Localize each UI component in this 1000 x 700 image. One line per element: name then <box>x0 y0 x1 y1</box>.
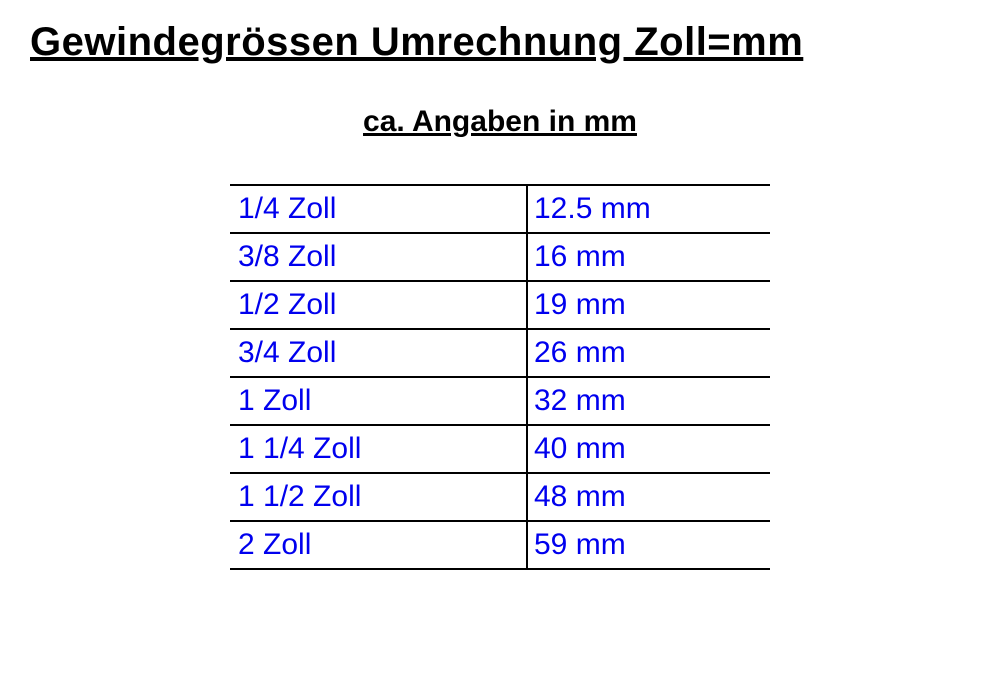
cell-mm: 19 mm <box>527 281 770 329</box>
table-row: 1 Zoll 32 mm <box>230 377 770 425</box>
cell-mm: 26 mm <box>527 329 770 377</box>
cell-zoll: 3/8 Zoll <box>230 233 527 281</box>
cell-mm: 16 mm <box>527 233 770 281</box>
table-row: 1 1/2 Zoll 48 mm <box>230 473 770 521</box>
cell-zoll: 1 Zoll <box>230 377 527 425</box>
cell-zoll: 1/4 Zoll <box>230 185 527 233</box>
conversion-table: 1/4 Zoll 12.5 mm 3/8 Zoll 16 mm 1/2 Zoll… <box>230 184 770 570</box>
cell-mm: 40 mm <box>527 425 770 473</box>
page-title: Gewindegrössen Umrechnung Zoll=mm <box>30 20 970 65</box>
cell-mm: 32 mm <box>527 377 770 425</box>
table-row: 2 Zoll 59 mm <box>230 521 770 569</box>
cell-zoll: 1 1/4 Zoll <box>230 425 527 473</box>
table-row: 3/4 Zoll 26 mm <box>230 329 770 377</box>
cell-zoll: 2 Zoll <box>230 521 527 569</box>
table-row: 1/2 Zoll 19 mm <box>230 281 770 329</box>
cell-zoll: 3/4 Zoll <box>230 329 527 377</box>
table-row: 1/4 Zoll 12.5 mm <box>230 185 770 233</box>
page-subtitle: ca. Angaben in mm <box>30 105 970 139</box>
cell-zoll: 1/2 Zoll <box>230 281 527 329</box>
table-row: 1 1/4 Zoll 40 mm <box>230 425 770 473</box>
table-row: 3/8 Zoll 16 mm <box>230 233 770 281</box>
cell-mm: 48 mm <box>527 473 770 521</box>
cell-mm: 59 mm <box>527 521 770 569</box>
cell-mm: 12.5 mm <box>527 185 770 233</box>
table-container: 1/4 Zoll 12.5 mm 3/8 Zoll 16 mm 1/2 Zoll… <box>30 184 970 570</box>
cell-zoll: 1 1/2 Zoll <box>230 473 527 521</box>
